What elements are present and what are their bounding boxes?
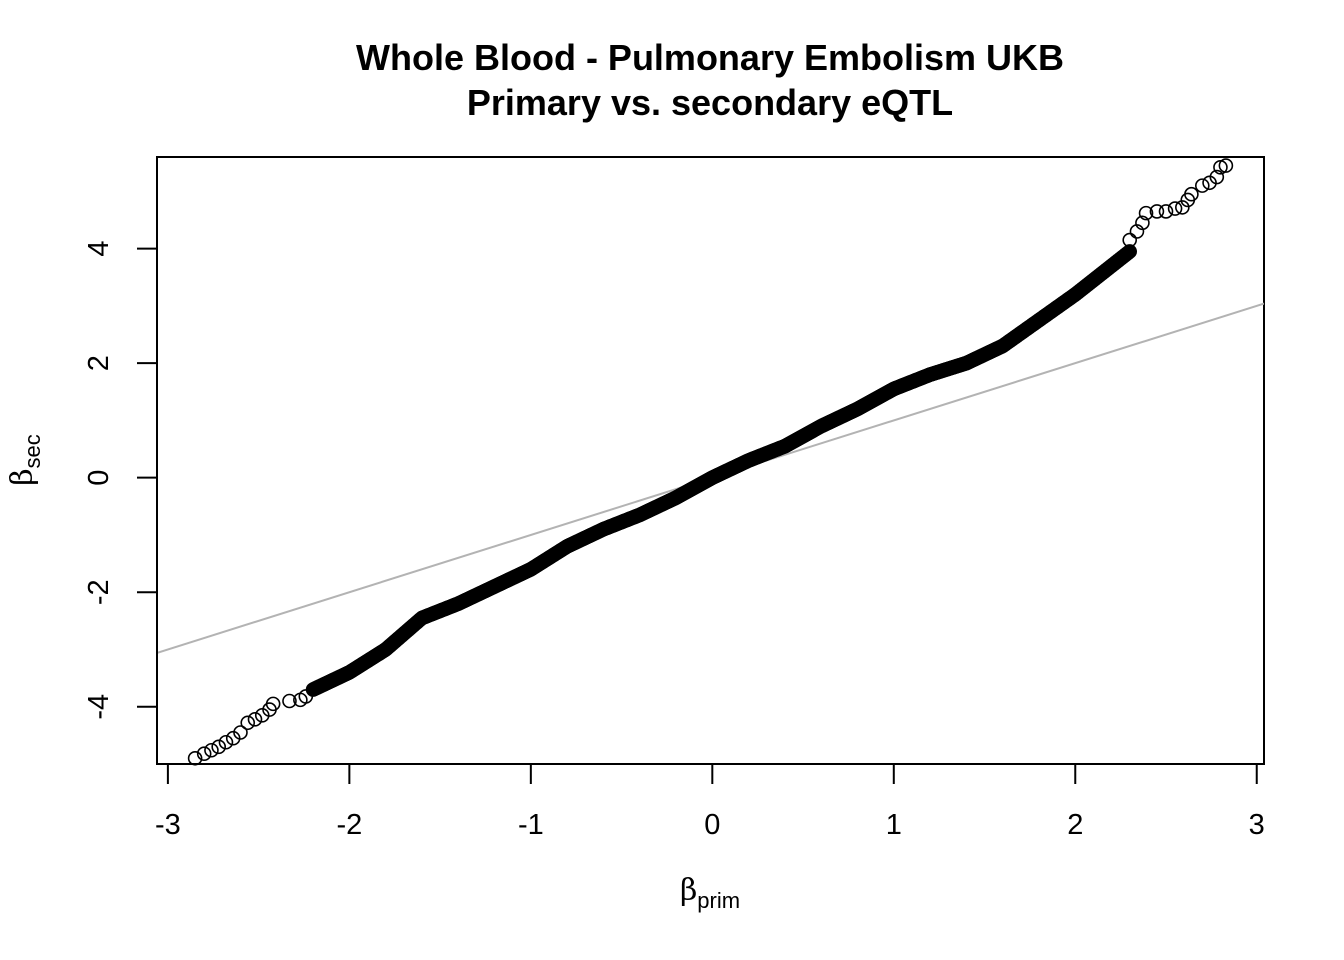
data-point — [1167, 201, 1183, 216]
data-point — [282, 693, 297, 709]
y-tick-label: 2 — [83, 355, 115, 371]
y-tick-label: -2 — [83, 579, 115, 605]
data-point — [1194, 178, 1210, 193]
x-tick-label: -3 — [155, 809, 181, 841]
data-point — [196, 746, 212, 761]
x-tick-label: 0 — [704, 809, 720, 841]
plot-frame — [156, 156, 1265, 765]
data-point — [240, 715, 256, 731]
y-axis-label-symbol: β — [5, 468, 40, 485]
x-tick-label: 3 — [1249, 809, 1265, 841]
data-point — [1209, 169, 1225, 185]
data-point — [1135, 215, 1150, 231]
data-point — [211, 739, 227, 755]
data-point — [247, 712, 263, 727]
data-point — [218, 734, 234, 750]
x-tick-label: -2 — [336, 809, 362, 841]
x-axis-label-subscript: prim — [697, 888, 740, 913]
x-axis-label: βprim — [680, 873, 740, 913]
y-tick-label: 0 — [83, 470, 115, 486]
data-point — [1122, 244, 1138, 259]
chart-title: Whole Blood - Pulmonary Embolism UKB — [356, 37, 1064, 78]
data-point — [1149, 204, 1165, 219]
data-point — [1175, 200, 1190, 215]
data-point — [1138, 205, 1154, 221]
data-point — [1184, 186, 1199, 202]
data-point — [204, 742, 219, 758]
y-axis-label: βsec — [5, 434, 45, 486]
x-tick-label: 2 — [1067, 809, 1083, 841]
chart-subtitle: Primary vs. secondary eQTL — [467, 82, 953, 123]
data-point — [1158, 204, 1174, 219]
x-axis: -3 -2 -1 0 1 2 3 — [155, 763, 1265, 841]
x-tick-label: 1 — [886, 809, 902, 841]
y-axis-label-subscript: sec — [20, 434, 45, 468]
data-point — [1218, 158, 1234, 173]
data-point — [233, 725, 248, 740]
x-tick-label: -1 — [518, 809, 544, 841]
y-axis: -4 -2 0 2 4 — [83, 241, 158, 720]
data-point — [265, 696, 281, 712]
y-tick-label: -4 — [83, 694, 115, 720]
y-tick-label: 4 — [83, 241, 115, 257]
x-axis-label-symbol: β — [680, 873, 697, 908]
